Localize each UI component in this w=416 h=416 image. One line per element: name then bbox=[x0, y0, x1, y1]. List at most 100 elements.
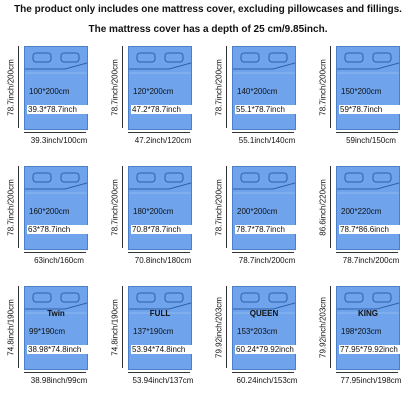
size-inch: 78.7*86.6inch bbox=[339, 225, 401, 234]
height-label: 79.92inch/203cm bbox=[318, 297, 328, 358]
mattress: 160*200cm 63*78.7inch bbox=[24, 166, 89, 250]
mattress: Twin 99*190cm 38.98*74.8inch bbox=[24, 286, 89, 370]
bed-drawing bbox=[337, 172, 399, 194]
height-line bbox=[226, 166, 227, 248]
size-card: FULL 137*190cm 53.94*74.8inch 53.94inch/137… bbox=[104, 286, 208, 406]
bed-drawing bbox=[129, 292, 191, 314]
width-line bbox=[336, 372, 398, 373]
width-label: 59inch/150cm bbox=[346, 136, 396, 145]
size-inch: 53.94*74.8inch bbox=[131, 345, 193, 354]
height-line bbox=[122, 286, 123, 368]
size-name: Twin bbox=[47, 309, 65, 318]
bed-drawing bbox=[233, 292, 295, 314]
size-cm: 180*200cm bbox=[133, 207, 174, 216]
mattress: QUEEN 153*203cm 60.24*79.92inch bbox=[232, 286, 297, 370]
height-label: 86.6inch/220cm bbox=[318, 179, 328, 236]
size-cm: 99*190cm bbox=[29, 327, 66, 336]
size-card: 200*200cm 78.7*78.7inch 78.7inch/200cm 78.7… bbox=[208, 166, 312, 286]
size-card: QUEEN 153*203cm 60.24*79.92inch 60.24inch/1… bbox=[208, 286, 312, 406]
bed-drawing bbox=[233, 52, 295, 74]
width-label: 53.94inch/137cm bbox=[132, 376, 194, 385]
width-label: 70.8inch/180cm bbox=[134, 256, 192, 265]
mattress: 140*200cm 55.1*78.7inch bbox=[232, 46, 297, 130]
size-cm: 160*200cm bbox=[29, 207, 70, 216]
size-cm: 140*200cm bbox=[237, 87, 278, 96]
height-line bbox=[18, 166, 19, 248]
height-line bbox=[122, 166, 123, 248]
width-line bbox=[24, 252, 86, 253]
header-line: The product only includes one mattress c… bbox=[14, 4, 402, 15]
header-line: The mattress cover has a depth of 25 cm/… bbox=[88, 24, 328, 35]
size-card: 180*200cm 70.8*78.7inch 70.8inch/180cm 78.7… bbox=[104, 166, 208, 286]
height-line bbox=[122, 46, 123, 128]
height-label: 78.7inch/200cm bbox=[6, 59, 16, 116]
size-card: Twin 99*190cm 38.98*74.8inch 38.98inch/99cm… bbox=[0, 286, 104, 406]
width-label: 60.24inch/153cm bbox=[236, 376, 298, 385]
size-name: QUEEN bbox=[249, 309, 279, 318]
width-line bbox=[232, 372, 294, 373]
height-label: 78.7inch/200cm bbox=[214, 179, 224, 236]
size-cm: 137*190cm bbox=[133, 327, 174, 336]
width-line bbox=[232, 132, 294, 133]
width-label: 78.7inch/200cm bbox=[238, 256, 296, 265]
height-label: 78.7inch/200cm bbox=[214, 59, 224, 116]
height-line bbox=[330, 166, 331, 248]
size-card: 200*220cm 78.7*86.6inch 78.7inch/200cm 86.6… bbox=[312, 166, 416, 286]
size-inch: 63*78.7inch bbox=[27, 225, 89, 234]
bed-drawing bbox=[337, 52, 399, 74]
width-line bbox=[128, 252, 190, 253]
height-line bbox=[226, 46, 227, 128]
mattress: 150*200cm 59*78.7inch bbox=[336, 46, 401, 130]
size-cm: 100*200cm bbox=[29, 87, 70, 96]
height-line bbox=[226, 286, 227, 368]
bed-drawing bbox=[25, 52, 87, 74]
height-line bbox=[18, 286, 19, 368]
height-label: 78.7inch/200cm bbox=[6, 179, 16, 236]
size-inch: 55.1*78.7inch bbox=[235, 105, 297, 114]
width-label: 38.98inch/99cm bbox=[30, 376, 88, 385]
size-inch: 39.3*78.7inch bbox=[27, 105, 89, 114]
width-label: 63inch/160cm bbox=[34, 256, 84, 265]
mattress: KING 198*203cm 77.95*79.92inch bbox=[336, 286, 401, 370]
width-line bbox=[336, 252, 398, 253]
size-cm: 198*203cm bbox=[341, 327, 382, 336]
bed-drawing bbox=[129, 172, 191, 194]
width-line bbox=[232, 252, 294, 253]
width-line bbox=[24, 372, 86, 373]
width-label: 47.2inch/120cm bbox=[134, 136, 192, 145]
width-label: 77.95inch/198cm bbox=[340, 376, 402, 385]
height-line bbox=[330, 46, 331, 128]
size-inch: 70.8*78.7inch bbox=[131, 225, 193, 234]
mattress: 200*200cm 78.7*78.7inch bbox=[232, 166, 297, 250]
mattress: 120*200cm 47.2*78.7inch bbox=[128, 46, 193, 130]
height-label: 78.7inch/200cm bbox=[110, 179, 120, 236]
size-inch: 78.7*78.7inch bbox=[235, 225, 297, 234]
bed-drawing bbox=[25, 172, 87, 194]
height-label: 74.8inch/190cm bbox=[6, 299, 16, 356]
mattress: 180*200cm 70.8*78.7inch bbox=[128, 166, 193, 250]
size-inch: 77.95*79.92inch bbox=[339, 345, 401, 354]
mattress: FULL 137*190cm 53.94*74.8inch bbox=[128, 286, 193, 370]
width-label: 78.7inch/200cm bbox=[342, 256, 400, 265]
bed-drawing bbox=[129, 52, 191, 74]
size-inch: 60.24*79.92inch bbox=[235, 345, 297, 354]
width-line bbox=[128, 132, 190, 133]
height-label: 74.8inch/190cm bbox=[110, 299, 120, 356]
size-card: 160*200cm 63*78.7inch 63inch/160cm 78.7inch… bbox=[0, 166, 104, 286]
size-card: KING 198*203cm 77.95*79.92inch 77.95inch/19… bbox=[312, 286, 416, 406]
size-cm: 200*220cm bbox=[341, 207, 382, 216]
width-line bbox=[24, 132, 86, 133]
size-name: KING bbox=[358, 309, 378, 318]
size-card: 100*200cm 39.3*78.7inch 39.3inch/100cm 78.7… bbox=[0, 46, 104, 166]
size-card: 150*200cm 59*78.7inch 59inch/150cm 78.7inch… bbox=[312, 46, 416, 166]
bed-drawing bbox=[25, 292, 87, 314]
size-inch: 38.98*74.8inch bbox=[27, 345, 89, 354]
size-cm: 120*200cm bbox=[133, 87, 174, 96]
width-line bbox=[336, 132, 398, 133]
bed-drawing bbox=[337, 292, 399, 314]
width-line bbox=[128, 372, 190, 373]
height-label: 79.92inch/203cm bbox=[214, 297, 224, 358]
size-card: 140*200cm 55.1*78.7inch 55.1inch/140cm 78.7… bbox=[208, 46, 312, 166]
size-name: FULL bbox=[149, 309, 171, 318]
size-cm: 200*200cm bbox=[237, 207, 278, 216]
